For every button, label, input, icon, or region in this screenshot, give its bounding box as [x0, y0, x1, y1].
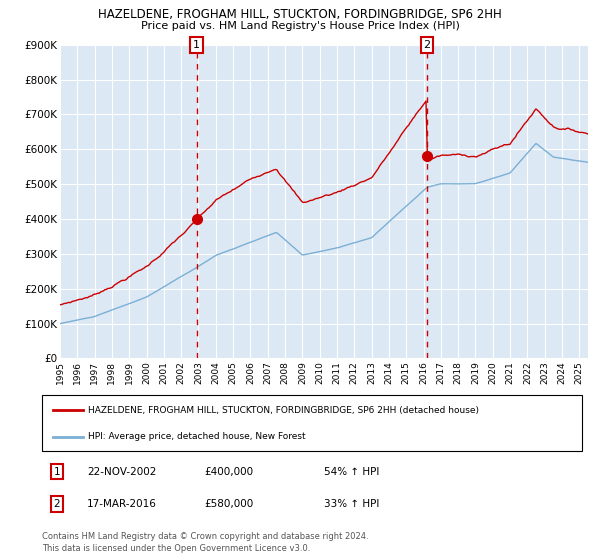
Text: Contains HM Land Registry data © Crown copyright and database right 2024.: Contains HM Land Registry data © Crown c… [42, 532, 368, 541]
Text: Price paid vs. HM Land Registry's House Price Index (HPI): Price paid vs. HM Land Registry's House … [140, 21, 460, 31]
Text: 54% ↑ HPI: 54% ↑ HPI [324, 466, 379, 477]
Text: 2: 2 [53, 499, 61, 509]
Text: £400,000: £400,000 [204, 466, 253, 477]
Text: This data is licensed under the Open Government Licence v3.0.: This data is licensed under the Open Gov… [42, 544, 310, 553]
Text: 2: 2 [424, 40, 431, 50]
Text: 22-NOV-2002: 22-NOV-2002 [87, 466, 157, 477]
Text: 33% ↑ HPI: 33% ↑ HPI [324, 499, 379, 509]
Text: HAZELDENE, FROGHAM HILL, STUCKTON, FORDINGBRIDGE, SP6 2HH (detached house): HAZELDENE, FROGHAM HILL, STUCKTON, FORDI… [88, 406, 479, 415]
Text: 1: 1 [193, 40, 200, 50]
Text: HAZELDENE, FROGHAM HILL, STUCKTON, FORDINGBRIDGE, SP6 2HH: HAZELDENE, FROGHAM HILL, STUCKTON, FORDI… [98, 8, 502, 21]
Text: HPI: Average price, detached house, New Forest: HPI: Average price, detached house, New … [88, 432, 305, 441]
Text: 17-MAR-2016: 17-MAR-2016 [87, 499, 157, 509]
Text: 1: 1 [53, 466, 61, 477]
Text: £580,000: £580,000 [204, 499, 253, 509]
